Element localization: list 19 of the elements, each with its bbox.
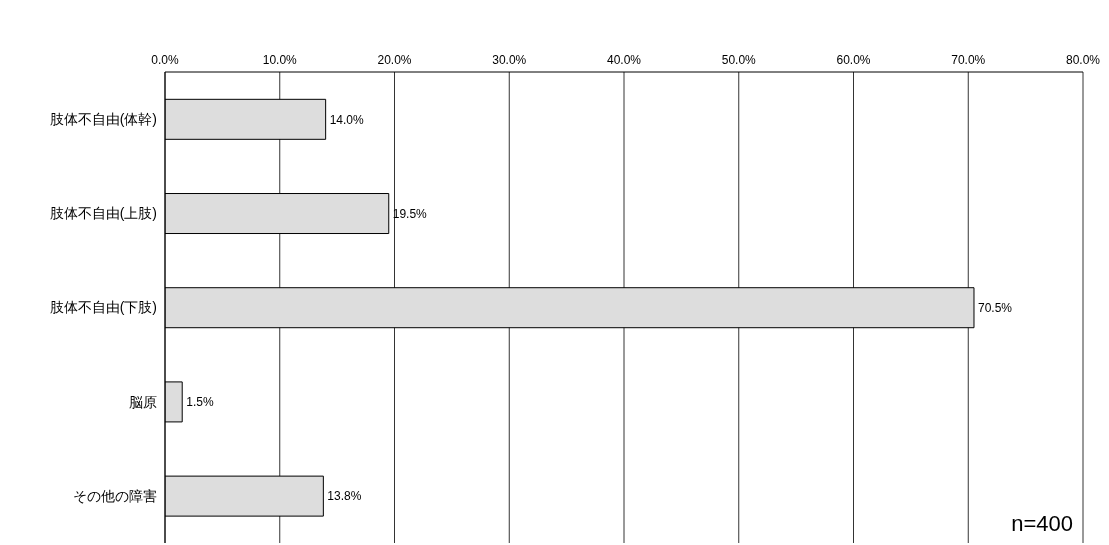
x-tick-label: 20.0% (377, 53, 412, 67)
data-label: 1.5% (186, 395, 214, 410)
data-label: 13.8% (327, 489, 362, 504)
y-tick-label: 肢体不自由(上肢) (49, 205, 157, 222)
x-tick-label: 40.0% (606, 53, 642, 67)
x-tick-label: 70.0% (951, 53, 986, 67)
y-tick-label: 脳原 (129, 393, 157, 410)
x-tick-label: 10.0% (262, 53, 298, 67)
x-tick-label: 50.0% (721, 53, 757, 67)
y-tick-label: 肢体不自由(体幹) (49, 111, 157, 128)
data-label: 70.5% (977, 300, 1013, 315)
data-label: 14.0% (329, 112, 365, 127)
y-tick-label: その他の障害 (73, 487, 157, 504)
x-tick-label: 60.0% (836, 53, 871, 67)
x-tick-label: 0.0% (151, 53, 179, 67)
x-tick-label: 30.0% (492, 53, 527, 67)
x-tick-label: 80.0% (1065, 53, 1101, 67)
y-tick-label: 肢体不自由(下肢) (49, 299, 157, 316)
annotation: n=400 (1011, 511, 1073, 537)
